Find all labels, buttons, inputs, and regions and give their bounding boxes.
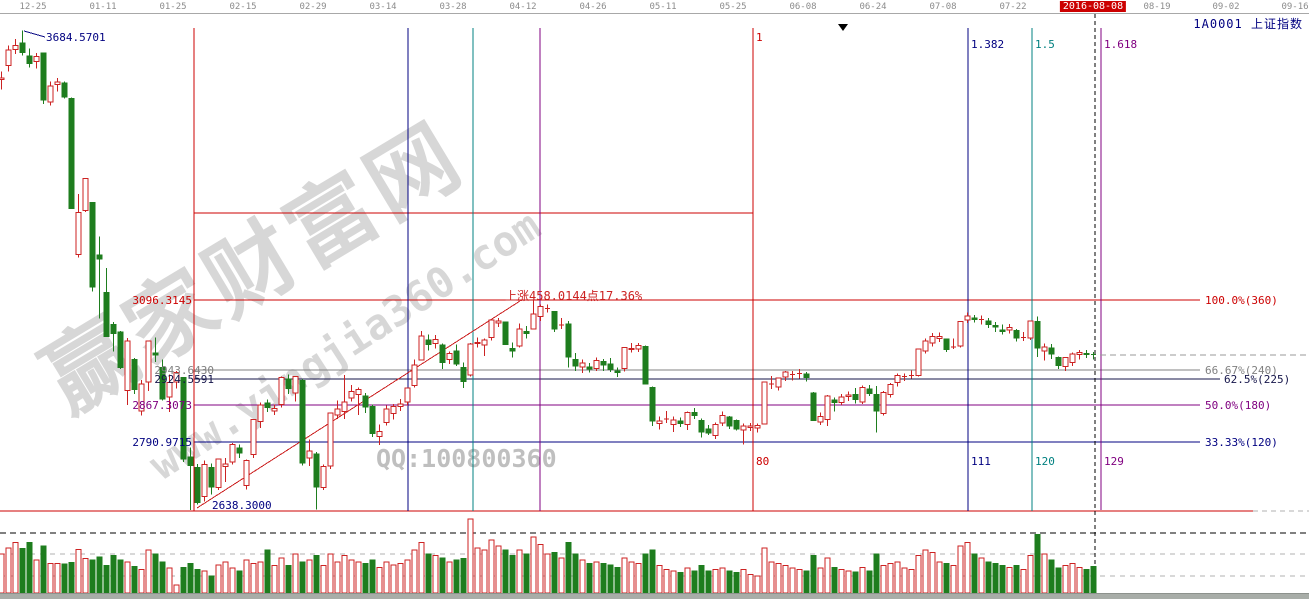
fib-price-label: 3096.3145: [132, 294, 192, 307]
date-label: 03-14: [369, 2, 397, 12]
date-label: 03-28: [439, 2, 467, 12]
high-price-label: 3684.5701: [46, 31, 106, 44]
symbol-name: 上证指数: [1250, 17, 1303, 31]
timezone-bar-count-label: 129: [1104, 455, 1124, 468]
timezone-bar-count-label: 111: [971, 455, 991, 468]
date-label: 09-16: [1281, 2, 1309, 12]
chevron-down-icon[interactable]: [838, 24, 848, 31]
date-label: 07-22: [999, 2, 1027, 12]
fib-percent-label: 33.33%(120): [1205, 436, 1278, 449]
fib-percent-label: 50.0%(180): [1205, 399, 1272, 412]
date-label: 06-24: [859, 2, 887, 12]
date-label: 02-15: [229, 2, 257, 12]
date-axis: 12-25 01-11 01-25 02-15 02-29 03-14 03-28 04-12…: [0, 0, 1309, 14]
fib-percent-label: 100.0%(360): [1205, 294, 1278, 307]
date-label: 04-26: [579, 2, 607, 12]
timezone-bar-count-label: 80: [756, 455, 770, 468]
low-price-label: 2638.3000: [212, 499, 272, 512]
date-label: 05-25: [719, 2, 747, 12]
date-label: 04-12: [509, 2, 537, 12]
watermark-qq: QQ:100800360: [376, 444, 557, 473]
date-label-current: 2016-08-08: [1059, 1, 1127, 12]
fib-percent-label: 62.5%(225): [1224, 373, 1291, 386]
date-label: 08-19: [1143, 2, 1171, 12]
scrollbar-strip[interactable]: [0, 593, 1309, 599]
date-label: 05-11: [649, 2, 677, 12]
timezone-ratio-label: 1.618: [1104, 38, 1138, 51]
date-label: 12-25: [19, 2, 47, 12]
timezone-bar-count-label: 120: [1035, 455, 1055, 468]
date-label: 01-11: [89, 2, 117, 12]
timezone-ratio-label: 1: [756, 31, 763, 44]
date-label: 06-08: [789, 2, 817, 12]
symbol-code: 1A0001: [1193, 17, 1243, 31]
fib-percent-label: 66.67%(240): [1205, 364, 1278, 377]
date-label: 09-02: [1212, 2, 1240, 12]
timezone-ratio-label: 1.382: [971, 38, 1005, 51]
fib-price-label: 2790.9715: [132, 436, 192, 449]
fib-price-label: 2924.5591: [154, 373, 214, 386]
date-label: 07-08: [929, 2, 957, 12]
symbol-title[interactable]: 1A0001 上证指数: [1193, 15, 1303, 32]
rise-annotation: 上涨458.0144点17.36%: [505, 289, 643, 303]
fib-price-label: 2943.6430: [154, 364, 214, 377]
fib-price-label: 2867.3073: [132, 399, 192, 412]
timezone-ratio-label: 1.5: [1035, 38, 1055, 51]
date-label: 01-25: [159, 2, 187, 12]
date-label: 02-29: [299, 2, 327, 12]
